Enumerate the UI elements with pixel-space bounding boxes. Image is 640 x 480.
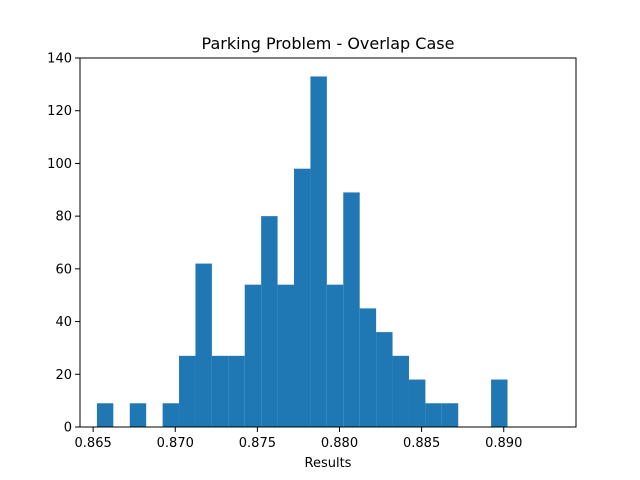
histogram-bar-17 <box>376 332 393 427</box>
bars-group <box>96 76 508 427</box>
y-tick-label-1: 20 <box>55 368 72 383</box>
histogram-bar-18 <box>392 355 409 427</box>
y-axis: 0 20 40 60 80 100 120 140 <box>47 52 80 436</box>
x-tick-label-0: 0.865 <box>75 436 112 451</box>
histogram-bar-0 <box>96 403 114 427</box>
x-axis: 0.865 0.870 0.875 0.880 0.885 0.890 <box>75 427 522 451</box>
y-tick-label-5: 100 <box>47 157 72 172</box>
histogram-bar-4 <box>162 403 180 427</box>
histogram-bar-7 <box>211 355 229 427</box>
histogram-bar-11 <box>277 284 295 427</box>
histogram-bar-16 <box>359 308 377 427</box>
plot-frame <box>79 57 577 428</box>
histogram-bar-5 <box>179 355 196 427</box>
histogram-bar-13 <box>310 76 327 427</box>
x-tick-label-3: 0.880 <box>321 436 358 451</box>
y-tick-label-7: 140 <box>47 52 72 67</box>
x-tick-label-4: 0.885 <box>403 436 440 451</box>
histogram-bar-2 <box>129 403 147 427</box>
histogram-bar-20 <box>425 403 442 427</box>
y-tick-label-4: 80 <box>55 210 72 225</box>
y-tick-label-6: 120 <box>47 104 72 119</box>
x-axis-label: Results <box>305 456 352 471</box>
y-tick-label-3: 60 <box>55 262 72 277</box>
histogram-bar-8 <box>228 355 245 427</box>
histogram-bar-10 <box>261 216 278 427</box>
histogram-bar-9 <box>244 284 262 427</box>
histogram-bar-14 <box>326 284 344 427</box>
x-tick-label-1: 0.870 <box>157 436 194 451</box>
x-tick-label-5: 0.890 <box>485 436 522 451</box>
y-tick-label-2: 40 <box>55 315 72 330</box>
chart-title: Parking Problem - Overlap Case <box>202 34 455 53</box>
histogram-bar-24 <box>491 379 508 427</box>
x-tick-label-2: 0.875 <box>239 436 276 451</box>
histogram-bar-12 <box>294 168 311 427</box>
histogram-bar-21 <box>441 403 459 427</box>
histogram-bar-19 <box>408 379 426 427</box>
y-tick-label-0: 0 <box>64 421 72 436</box>
histogram-bar-6 <box>195 263 212 427</box>
histogram-bar-15 <box>343 192 360 427</box>
